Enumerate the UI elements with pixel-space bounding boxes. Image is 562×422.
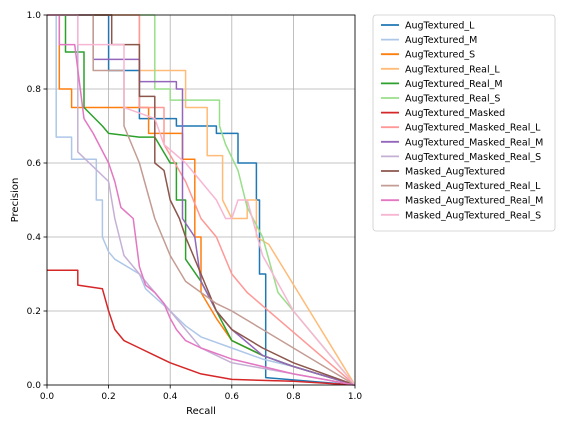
series-line xyxy=(47,14,356,386)
legend-label: Masked_AugTextured_Real_L xyxy=(405,181,541,192)
legend-label: AugTextured_Masked xyxy=(405,108,505,119)
series-line xyxy=(47,14,356,386)
y-tick-label: 0.4 xyxy=(27,233,42,243)
axis-ticks: 0.0 0.2 0.4 0.6 0.8 1.0 0.0 0.2 0.4 0.6 0.8 1.0 xyxy=(27,11,363,402)
series-lines xyxy=(47,14,356,386)
y-tick-label: 0.2 xyxy=(27,307,41,317)
legend: AugTextured_L AugTextured_M AugTextured_S A… xyxy=(372,14,556,232)
x-tick-label: 0.8 xyxy=(286,392,301,402)
series-line xyxy=(47,14,356,386)
legend-label: Masked_AugTextured_Real_M xyxy=(405,196,543,207)
series-line xyxy=(47,14,356,386)
y-tick-label: 0.6 xyxy=(27,159,42,169)
y-tick-label: 0.0 xyxy=(27,381,42,391)
x-tick-label: 0.4 xyxy=(163,392,178,402)
x-tick-label: 0.0 xyxy=(40,392,55,402)
legend-label: AugTextured_Real_S xyxy=(405,94,500,105)
y-tick-label: 0.8 xyxy=(27,85,42,95)
legend-label: Masked_AugTextured_Real_S xyxy=(405,210,541,221)
series-line xyxy=(47,14,356,386)
legend-label: AugTextured_S xyxy=(405,50,475,61)
series-line xyxy=(47,14,356,386)
legend-label: AugTextured_Masked_Real_M xyxy=(405,137,543,148)
series-line xyxy=(47,14,356,386)
series-line xyxy=(47,14,356,386)
y-axis-title: Precision xyxy=(10,178,21,223)
legend-label: AugTextured_Masked_Real_S xyxy=(405,152,541,163)
series-line xyxy=(47,14,356,386)
x-axis-title: Recall xyxy=(186,406,216,417)
legend-label: AugTextured_Real_M xyxy=(405,79,503,90)
plot-frame xyxy=(46,14,356,386)
x-tick-label: 1.0 xyxy=(348,392,363,402)
x-tick-label: 0.6 xyxy=(225,392,240,402)
series-line xyxy=(47,14,356,386)
legend-label: AugTextured_Masked_Real_L xyxy=(405,123,541,134)
legend-frame xyxy=(372,14,556,232)
y-tick-label: 1.0 xyxy=(27,11,42,21)
legend-label: AugTextured_Real_L xyxy=(405,64,500,75)
series-line xyxy=(47,269,356,386)
series-line xyxy=(47,14,356,386)
x-tick-label: 0.2 xyxy=(101,392,115,402)
legend-label: AugTextured_M xyxy=(405,35,477,46)
legend-label: AugTextured_L xyxy=(405,21,475,32)
legend-label: Masked_AugTextured xyxy=(405,167,505,178)
